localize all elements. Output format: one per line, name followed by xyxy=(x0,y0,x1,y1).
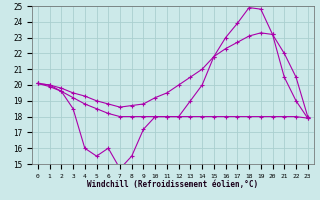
X-axis label: Windchill (Refroidissement éolien,°C): Windchill (Refroidissement éolien,°C) xyxy=(87,180,258,189)
